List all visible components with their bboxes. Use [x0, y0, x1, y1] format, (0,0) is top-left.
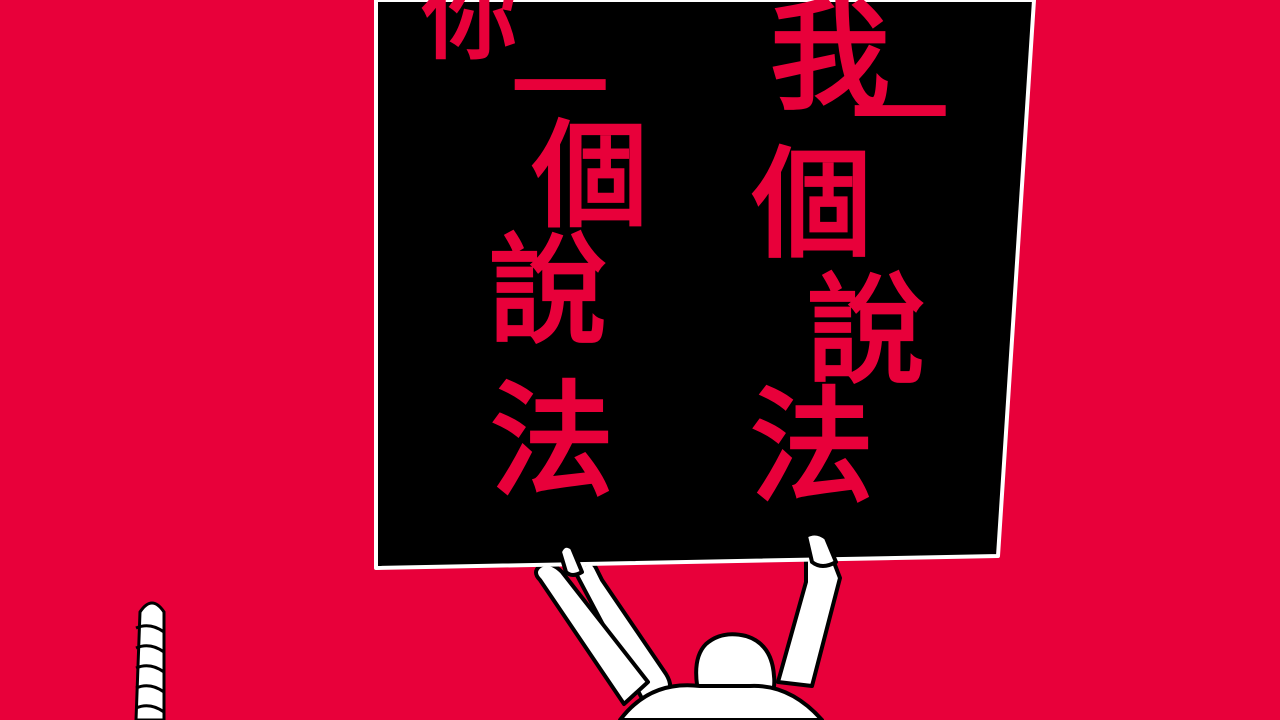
hands [558, 531, 838, 577]
sign-char-left-3: 說 [489, 222, 607, 360]
sign-char-left-4: 法 [490, 370, 614, 514]
sign-char-right-0: 我 [770, 0, 890, 127]
sign-char-left-0: 你 [421, 0, 518, 73]
sign-char-right-2: 個 [751, 136, 872, 275]
sign-char-left-2: 個 [531, 109, 648, 244]
protest-sign: 你 一 個 說 法 我 一 個 說 法 [374, 0, 1036, 570]
sign-char-right-3: 說 [807, 262, 925, 400]
rope-icon [134, 601, 166, 720]
person-figure [618, 632, 824, 720]
sign-char-left-1: 一 [512, 33, 608, 145]
sign-left-column: 你 一 個 說 法 [421, 0, 648, 514]
sign-char-right-4: 法 [750, 376, 874, 520]
sign-right-column: 我 一 個 說 法 [750, 0, 948, 520]
sign-char-right-1: 一 [852, 59, 948, 171]
